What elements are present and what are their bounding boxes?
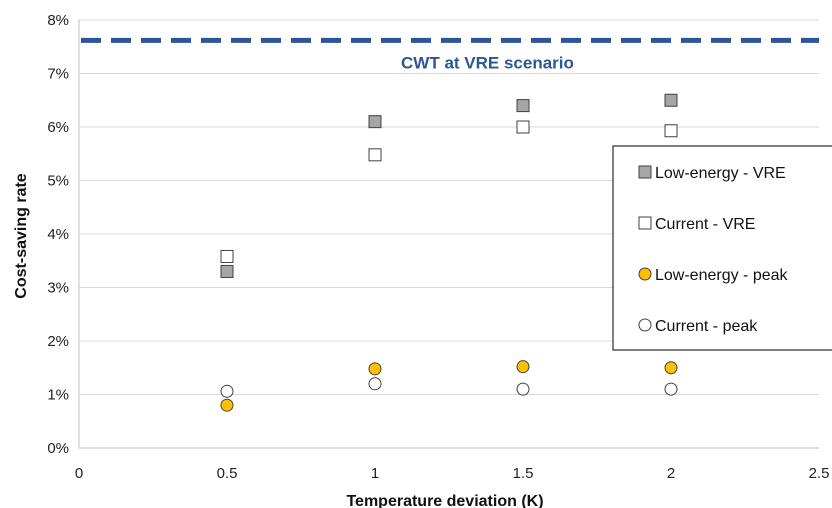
legend-entry-label: Current - VRE bbox=[655, 216, 755, 233]
x-tick-label: 0 bbox=[75, 465, 83, 482]
y-tick-label: 4% bbox=[47, 226, 69, 243]
y-tick-label: 7% bbox=[47, 66, 69, 83]
y-tick-label: 6% bbox=[47, 119, 69, 136]
data-point bbox=[220, 264, 234, 278]
y-tick-label: 1% bbox=[47, 387, 69, 404]
legend-entry-label: Current - peak bbox=[655, 318, 758, 335]
x-tick-label: 2.5 bbox=[809, 465, 830, 482]
data-point bbox=[220, 384, 234, 398]
data-point bbox=[516, 120, 530, 134]
data-point bbox=[368, 115, 382, 129]
y-tick-label: 5% bbox=[47, 173, 69, 190]
y-tick-label: 8% bbox=[47, 12, 69, 29]
data-points bbox=[220, 93, 678, 412]
axes: 0% 1% 2% 3% 4% 5% 6% 7% 8% 0 0.5 1 1.5 2 2.5 bbox=[47, 12, 829, 482]
data-point bbox=[368, 362, 382, 376]
data-point bbox=[516, 99, 530, 113]
data-point bbox=[516, 382, 530, 396]
data-point bbox=[368, 377, 382, 391]
gridlines bbox=[79, 19, 819, 395]
data-point bbox=[220, 398, 234, 412]
legend-box bbox=[612, 145, 832, 351]
legend-entry-label: Low-energy - peak bbox=[655, 267, 789, 284]
data-point bbox=[516, 360, 530, 374]
legend: Low-energy - VRE Current - VRE Low-energy … bbox=[612, 145, 832, 351]
x-tick-label: 1 bbox=[371, 465, 379, 482]
y-tick-label: 0% bbox=[47, 440, 69, 457]
data-point bbox=[664, 382, 678, 396]
legend-marker bbox=[638, 165, 652, 179]
legend-marker bbox=[638, 318, 652, 332]
legend-marker bbox=[638, 216, 652, 230]
reference-line-group: CWT at VRE scenario bbox=[81, 37, 819, 72]
data-point bbox=[664, 361, 678, 375]
x-tick-label: 1.5 bbox=[513, 465, 534, 482]
x-axis-title: Temperature deviation (K) bbox=[346, 493, 543, 508]
legend-marker bbox=[638, 267, 652, 281]
y-tick-label: 3% bbox=[47, 280, 69, 297]
data-point bbox=[220, 249, 234, 263]
data-point bbox=[368, 148, 382, 162]
x-tick-label: 0.5 bbox=[217, 465, 238, 482]
data-point bbox=[664, 93, 678, 107]
reference-line-label: CWT at VRE scenario bbox=[401, 53, 574, 72]
legend-entry-label: Low-energy - VRE bbox=[655, 165, 786, 182]
y-axis-title: Cost-saving rate bbox=[13, 173, 30, 298]
x-tick-label: 2 bbox=[667, 465, 675, 482]
y-tick-label: 2% bbox=[47, 333, 69, 350]
data-point bbox=[664, 124, 678, 138]
